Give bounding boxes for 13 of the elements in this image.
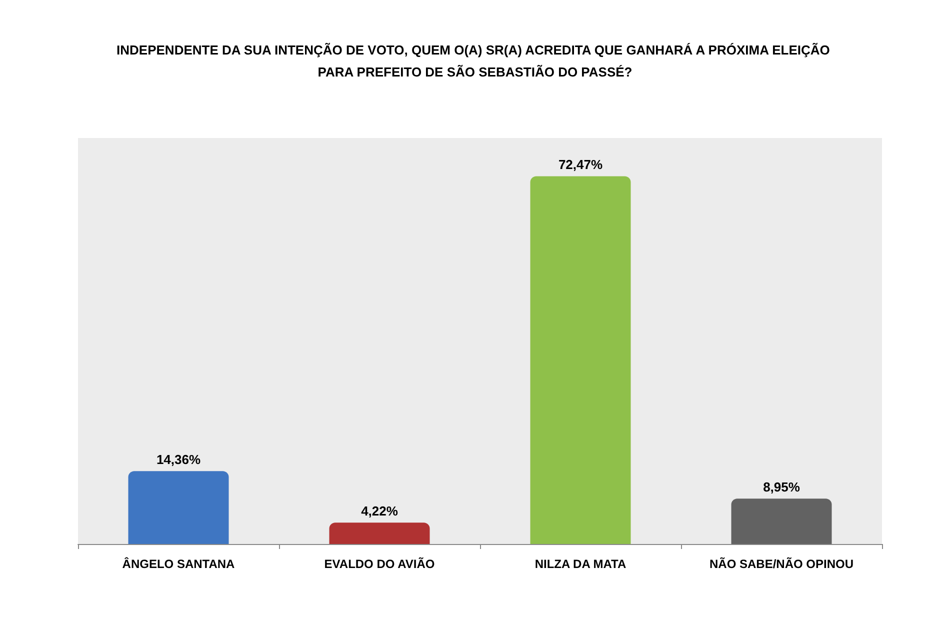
chart-title: INDEPENDENTE DA SUA INTENÇÃO DE VOTO, QUEM O(A) SR(A) ACREDITA QUE GANHARÁ A PRÓXIMA ELEIÇÃO PARA PREFEITO DE SÃO SEBASTIÃO DO PASSÉ? <box>116 42 834 80</box>
data-label: 14,36% <box>156 452 201 468</box>
x-tick-label: ÂNGELO SANTANA <box>122 557 236 571</box>
bar <box>128 471 229 544</box>
data-label: 8,95% <box>763 480 800 495</box>
bar <box>530 176 631 544</box>
x-tick-label: NILZA DA MATA <box>534 557 626 571</box>
x-tick-label: NÃO SABE/NÃO OPINOU <box>709 557 854 571</box>
data-label: 72,47% <box>558 157 603 172</box>
x-tick-label: EVALDO DO AVIÃO <box>324 557 435 571</box>
bar <box>329 522 430 544</box>
bar <box>731 498 832 544</box>
data-label: 4,22% <box>361 504 398 519</box>
